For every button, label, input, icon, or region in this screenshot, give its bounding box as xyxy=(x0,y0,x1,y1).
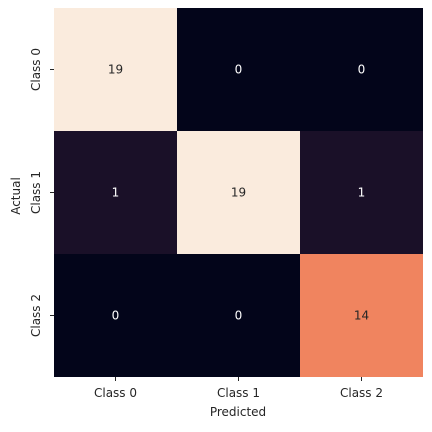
cell-value-label-r1-c0: 1 xyxy=(112,186,120,200)
heatmap-cell-r2-c0 xyxy=(54,254,177,377)
y-axis-label: Actual xyxy=(9,177,23,215)
cell-value-label-r1-c1: 19 xyxy=(231,186,246,200)
cell-value-label-r1-c2: 1 xyxy=(358,186,366,200)
x-tick-label-2: Class 2 xyxy=(340,386,383,400)
y-tick-label-2: Class 2 xyxy=(29,294,43,337)
heatmap-cell-r1-c1 xyxy=(177,131,300,254)
heatmap-cell-r0-c1 xyxy=(177,8,300,131)
heatmap-cell-r1-c2 xyxy=(300,131,423,254)
heatmap-cell-r2-c1 xyxy=(177,254,300,377)
cell-value-label-r0-c0: 19 xyxy=(108,63,123,77)
x-tick-label-0: Class 0 xyxy=(94,386,137,400)
x-ticks: Class 0 Class 1 Class 2 xyxy=(94,377,383,400)
cell-value-label-r2-c2: 14 xyxy=(354,309,369,323)
heatmap-cell-r0-c2 xyxy=(300,8,423,131)
y-tick-label-1: Class 1 xyxy=(29,171,43,214)
cell-value-label-r2-c1: 0 xyxy=(235,309,243,323)
heatmap-cell-r1-c0 xyxy=(54,131,177,254)
x-axis-label: Predicted xyxy=(210,405,266,419)
heatmap-cell-r2-c2 xyxy=(300,254,423,377)
cell-value-label-r0-c2: 0 xyxy=(358,63,366,77)
y-tick-label-0: Class 0 xyxy=(29,48,43,91)
heatmap-cell-r0-c0 xyxy=(54,8,177,131)
cell-value-label-r0-c1: 0 xyxy=(235,63,243,77)
x-tick-label-1: Class 1 xyxy=(217,386,260,400)
cells-layer: 19 0 0 1 19 1 0 0 14 xyxy=(54,8,423,377)
cell-value-label-r2-c0: 0 xyxy=(112,309,120,323)
y-ticks: Class 0 Class 1 Class 2 xyxy=(29,48,54,337)
